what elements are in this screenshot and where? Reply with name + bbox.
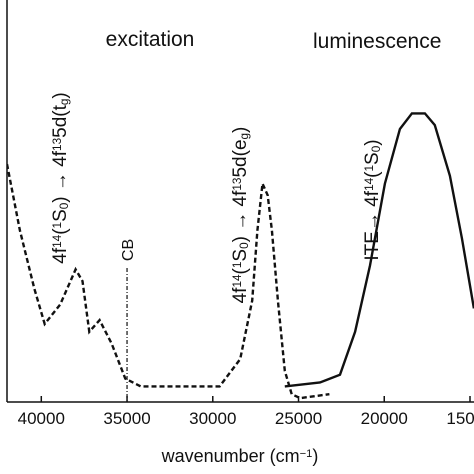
x-tick-label: 40000: [18, 409, 65, 428]
annotation-part: 13: [51, 137, 64, 151]
annotation-part: (: [230, 267, 251, 274]
series-label: luminescence: [313, 30, 441, 53]
annotation-part: (: [50, 228, 71, 235]
annotation-part: ) → 4f: [230, 190, 251, 242]
series-label: excitation: [106, 28, 195, 51]
annotation-part: (: [362, 171, 383, 178]
annotation-part: 1: [363, 165, 376, 172]
annotation-part: g: [238, 133, 251, 140]
x-axis-label-part: ): [312, 446, 318, 466]
annotation-part: ): [50, 92, 71, 98]
x-tick-label: 15000: [446, 409, 474, 428]
annotation-part: 14: [231, 274, 244, 288]
annotation-part: ) → 4f: [50, 150, 71, 202]
x-tick-label: 20000: [361, 409, 408, 428]
x-axis-label: wavenumber (cm−1): [161, 446, 319, 466]
annotation-part: 1: [231, 262, 244, 269]
annotation-part: S: [230, 249, 251, 262]
series-line: [7, 163, 330, 400]
annotation-part: ITE→ 4f: [362, 190, 383, 260]
annotation-part: 4f: [230, 287, 251, 304]
annotation-part: 0: [238, 242, 251, 249]
x-axis-label-part: −1: [300, 448, 313, 460]
x-tick-label: 30000: [189, 409, 236, 428]
x-tick-label: 25000: [275, 409, 322, 428]
annotation-part: S: [362, 152, 383, 165]
annotation-part: g: [58, 99, 71, 106]
annotation-part: 1: [51, 222, 64, 229]
annotation-part: 13: [231, 177, 244, 191]
annotation-part: 5d(e: [230, 139, 251, 177]
annotation: ITE→ 4f14(1S0): [362, 139, 383, 260]
x-axis-label-part: wavenumber (cm: [161, 446, 300, 466]
annotation-part: 0: [370, 145, 383, 152]
cb-label: CB: [120, 239, 137, 261]
annotation-part: 0: [58, 202, 71, 209]
annotation-part: S: [50, 209, 71, 222]
annotation: 4f14(1S0) → 4f135d(tg): [50, 92, 71, 264]
annotation-part: ): [230, 127, 251, 133]
series-line: [284, 112, 474, 388]
annotation-part: 14: [363, 177, 376, 191]
annotation-part: 5d(t: [50, 104, 71, 137]
annotation-part: 4f: [50, 247, 71, 264]
annotation-part: 14: [51, 234, 64, 248]
annotation: 4f14(1S0) → 4f135d(eg): [230, 127, 251, 304]
annotation-part: ): [362, 139, 383, 145]
x-tick-label: 35000: [103, 409, 150, 428]
